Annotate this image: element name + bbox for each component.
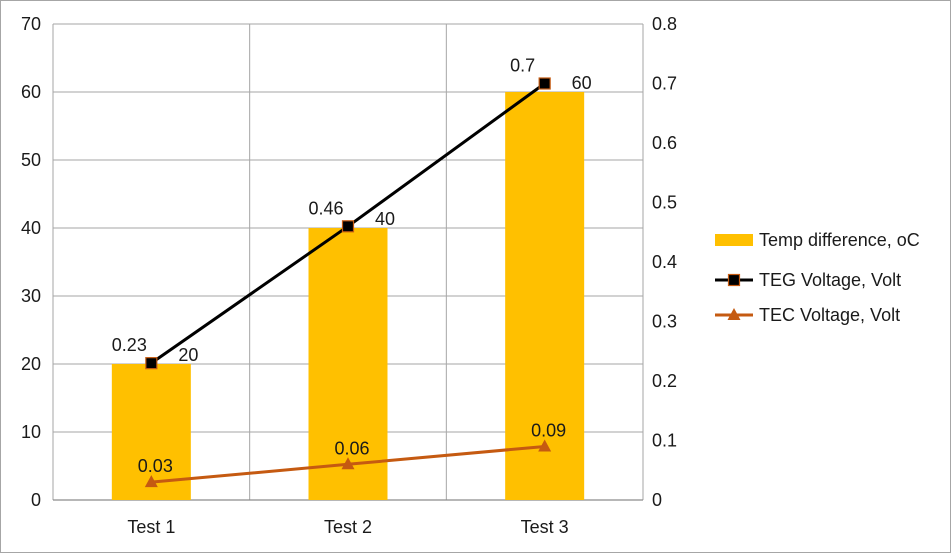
tec-data-label: 0.09 xyxy=(531,420,566,440)
y-left-tick-label: 60 xyxy=(21,82,41,102)
bar-data-label: 60 xyxy=(572,73,592,93)
teg-data-label: 0.46 xyxy=(308,198,343,218)
y-left-tick-label: 70 xyxy=(21,14,41,34)
y-right-tick-label: 0.8 xyxy=(652,14,677,34)
legend-swatch-bar xyxy=(715,234,753,246)
y-right-tick-label: 0.4 xyxy=(652,252,677,272)
y-right-tick-label: 0.2 xyxy=(652,371,677,391)
legend-marker-triangle xyxy=(727,308,741,320)
bar-data-label: 20 xyxy=(178,345,198,365)
y-right-tick-label: 0 xyxy=(652,490,662,510)
legend-entry-label: Temp difference, oC xyxy=(759,230,920,250)
x-tick-label: Test 3 xyxy=(521,517,569,537)
teg-point xyxy=(538,77,551,90)
bar xyxy=(308,228,388,500)
y-left-tick-label: 40 xyxy=(21,218,41,238)
tec-point xyxy=(341,457,355,470)
y-right-tick-label: 0.6 xyxy=(652,133,677,153)
y-left-tick-label: 50 xyxy=(21,150,41,170)
tec-data-label: 0.03 xyxy=(138,456,173,476)
teg-point xyxy=(341,220,355,233)
legend-marker-square xyxy=(727,273,741,287)
y-right-tick-label: 0.5 xyxy=(652,193,677,213)
x-tick-label: Test 1 xyxy=(127,517,175,537)
bar-data-label: 40 xyxy=(375,209,395,229)
tec-point xyxy=(144,475,158,488)
y-left-tick-label: 0 xyxy=(31,490,41,510)
teg-data-label: 0.7 xyxy=(510,56,535,76)
y-right-tick-label: 0.7 xyxy=(652,74,677,94)
y-right-tick-label: 0.3 xyxy=(652,312,677,332)
y-left-tick-label: 20 xyxy=(21,354,41,374)
x-tick-label: Test 2 xyxy=(324,517,372,537)
legend-entry-label: TEC Voltage, Volt xyxy=(759,305,900,325)
tec-point xyxy=(538,439,552,452)
teg-point xyxy=(145,357,158,370)
bar xyxy=(505,92,585,500)
legend-entry-label: TEG Voltage, Volt xyxy=(759,270,901,290)
y-right-tick-label: 0.1 xyxy=(652,431,677,451)
tec-data-label: 0.06 xyxy=(334,438,369,458)
teg-data-label: 0.23 xyxy=(112,335,147,355)
y-left-tick-label: 30 xyxy=(21,286,41,306)
y-left-tick-label: 10 xyxy=(21,422,41,442)
